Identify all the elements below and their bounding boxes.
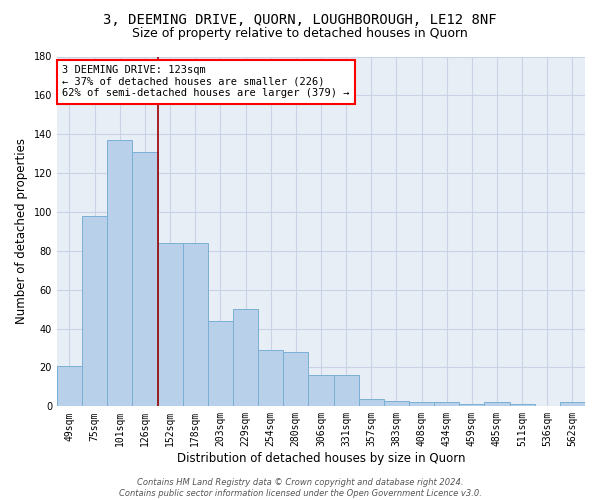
Bar <box>208 321 233 406</box>
Bar <box>434 402 459 406</box>
Text: 3, DEEMING DRIVE, QUORN, LOUGHBOROUGH, LE12 8NF: 3, DEEMING DRIVE, QUORN, LOUGHBOROUGH, L… <box>103 12 497 26</box>
Bar <box>57 366 82 406</box>
Bar <box>182 243 208 406</box>
Bar <box>82 216 107 406</box>
Bar <box>308 375 334 406</box>
X-axis label: Distribution of detached houses by size in Quorn: Distribution of detached houses by size … <box>177 452 465 465</box>
Bar <box>484 402 509 406</box>
Bar <box>133 152 158 406</box>
Text: Size of property relative to detached houses in Quorn: Size of property relative to detached ho… <box>132 28 468 40</box>
Y-axis label: Number of detached properties: Number of detached properties <box>15 138 28 324</box>
Text: Contains HM Land Registry data © Crown copyright and database right 2024.
Contai: Contains HM Land Registry data © Crown c… <box>119 478 481 498</box>
Bar <box>459 404 484 406</box>
Bar <box>158 243 182 406</box>
Bar <box>334 375 359 406</box>
Bar <box>409 402 434 406</box>
Bar <box>107 140 133 406</box>
Bar <box>560 402 585 406</box>
Bar <box>384 400 409 406</box>
Bar <box>509 404 535 406</box>
Bar <box>283 352 308 406</box>
Bar <box>258 350 283 406</box>
Text: 3 DEEMING DRIVE: 123sqm
← 37% of detached houses are smaller (226)
62% of semi-d: 3 DEEMING DRIVE: 123sqm ← 37% of detache… <box>62 65 350 98</box>
Bar <box>359 398 384 406</box>
Bar <box>233 309 258 406</box>
